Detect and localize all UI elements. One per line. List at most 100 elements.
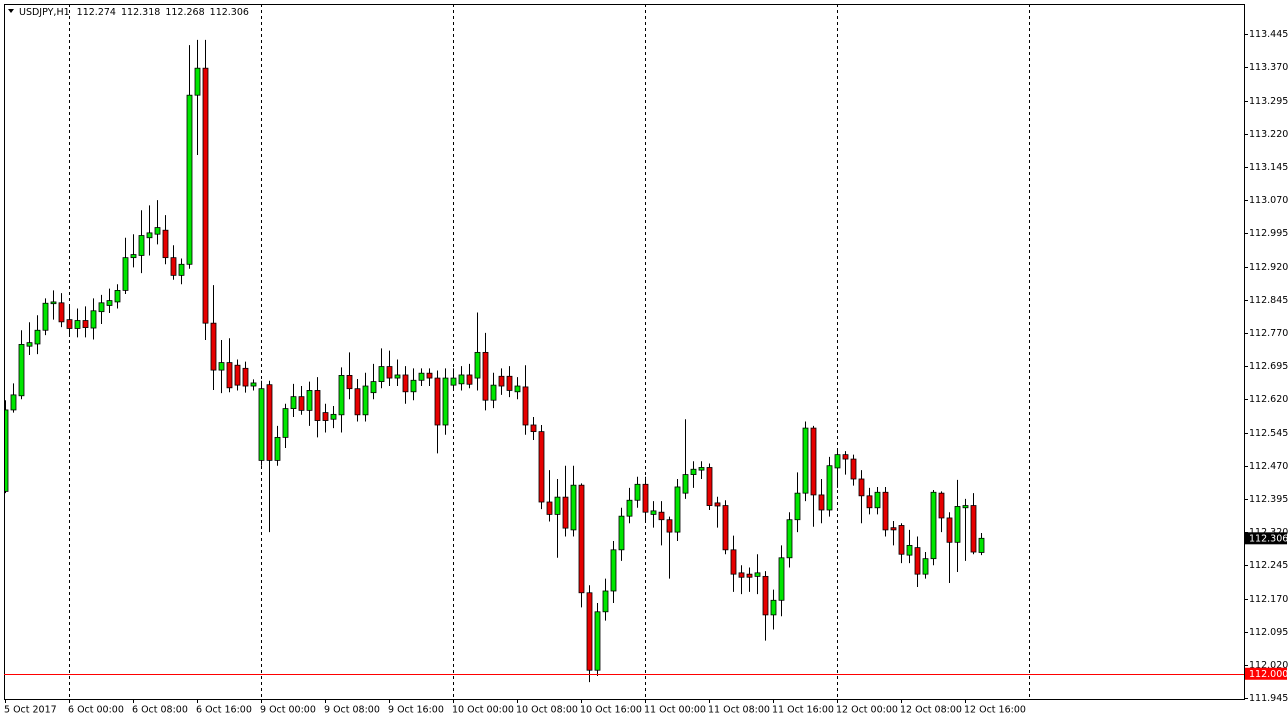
y-tick-label: 111.945 (1249, 693, 1288, 704)
candle-body (698, 467, 705, 471)
candle-body (594, 611, 601, 671)
candle-body (618, 515, 625, 551)
candle-body (690, 468, 697, 475)
chart-header: USDJPY,H1 112.274 112.318 112.268 112.30… (19, 7, 249, 18)
x-tick-label: 12 Oct 00:00 (836, 705, 898, 716)
candle-body (778, 557, 785, 601)
candle-body (498, 375, 505, 387)
candle-body (354, 388, 361, 416)
candle-body (578, 484, 585, 594)
candle-body (130, 254, 137, 259)
y-tick-label: 112.545 (1249, 428, 1288, 439)
x-tick-label: 9 Oct 00:00 (260, 705, 316, 716)
y-tick-label: 112.020 (1249, 660, 1288, 671)
candle-body (794, 492, 801, 521)
candle-body (458, 374, 465, 385)
candle-body (386, 366, 393, 379)
candle-body (650, 510, 657, 515)
candle-body (170, 257, 177, 276)
candle-body (394, 374, 401, 379)
candle-body (802, 427, 809, 494)
candle-body (634, 483, 641, 501)
y-tick-label: 112.470 (1249, 461, 1288, 472)
candle-body (402, 374, 409, 393)
candle-body (330, 413, 337, 420)
plot-frame (4, 4, 1245, 700)
candle-body (730, 549, 737, 575)
y-tick-label: 112.695 (1249, 361, 1288, 372)
candle-body (306, 390, 313, 411)
candle-body (482, 351, 489, 401)
candle-body (426, 372, 433, 379)
last-price-label: 112.306 (1249, 533, 1288, 544)
candle-body (242, 367, 249, 387)
candle-body (258, 388, 265, 461)
candle-body (642, 483, 649, 513)
candle-body (234, 364, 241, 386)
candle-body (970, 505, 977, 553)
candle-body (786, 519, 793, 559)
x-tick-label: 10 Oct 00:00 (452, 705, 514, 716)
candle-body (314, 390, 321, 421)
candle-body (50, 301, 57, 305)
candle-body (194, 67, 201, 96)
candle-body (946, 517, 953, 543)
x-tick-label: 12 Oct 16:00 (964, 705, 1026, 716)
candle-body (906, 544, 913, 556)
candle-body (410, 379, 417, 393)
candle-body (98, 302, 105, 313)
y-tick-label: 112.770 (1249, 328, 1288, 339)
candle-body (74, 320, 81, 329)
candle-body (746, 573, 753, 578)
candle-body (466, 374, 473, 385)
candle-body (506, 375, 513, 391)
level-label-box (1245, 667, 1287, 680)
candle-body (162, 229, 169, 259)
candle-body (874, 491, 881, 509)
candle-body (178, 263, 185, 276)
candle-body (722, 505, 729, 551)
candle-body (474, 351, 481, 379)
x-tick-label: 12 Oct 08:00 (900, 705, 962, 716)
candle-body (762, 575, 769, 616)
candle-body (450, 377, 457, 386)
candle-body (834, 454, 841, 469)
candle-body (18, 344, 25, 397)
candle-body (818, 494, 825, 511)
candle-body (914, 547, 921, 575)
candle-body (714, 502, 721, 507)
candle-body (250, 382, 257, 387)
menu-arrow[interactable] (8, 9, 14, 13)
candle-body (210, 322, 217, 371)
candle-body (218, 362, 225, 371)
candle-body (338, 375, 345, 416)
candle-body (666, 519, 673, 533)
y-tick-label: 112.245 (1249, 560, 1288, 571)
candle-body (362, 385, 369, 416)
candle-body (106, 300, 113, 306)
candle-body (962, 505, 969, 509)
y-tick-label: 113.145 (1249, 162, 1288, 173)
candle-body (514, 385, 521, 393)
y-tick-label: 113.445 (1249, 29, 1288, 40)
y-tick-label: 112.995 (1249, 228, 1288, 239)
y-tick-label: 113.070 (1249, 195, 1288, 206)
y-tick-label: 113.220 (1249, 129, 1288, 140)
y-tick-label: 112.620 (1249, 394, 1288, 405)
x-tick-label: 11 Oct 08:00 (708, 705, 770, 716)
candle-body (10, 394, 17, 411)
candle-body (850, 458, 857, 480)
last-price-label-box (1245, 532, 1287, 545)
candle-body (546, 501, 553, 515)
x-tick-label: 9 Oct 08:00 (324, 705, 380, 716)
candle-body (4, 409, 9, 492)
candle-body (898, 525, 905, 555)
candle-body (754, 572, 761, 577)
candle-body (226, 362, 233, 389)
candle-body (146, 232, 153, 239)
header-low: 112.268 (165, 7, 204, 18)
candle-body (90, 310, 97, 329)
candle-body (442, 377, 449, 426)
candle-body (298, 396, 305, 411)
